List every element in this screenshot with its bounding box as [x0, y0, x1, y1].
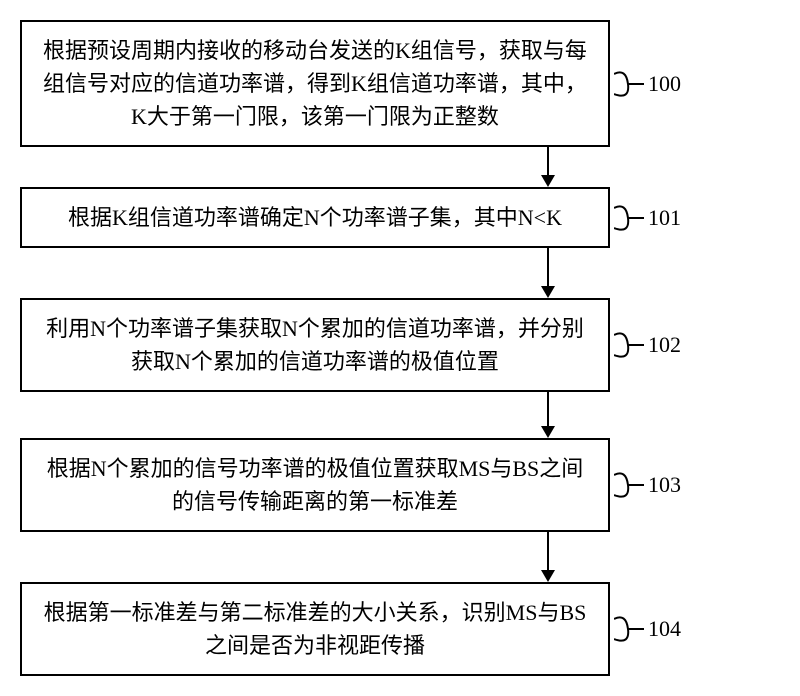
arrow-down-icon — [541, 392, 555, 438]
arrow-head — [541, 175, 555, 187]
arrow-line — [547, 392, 549, 426]
connector: 102 — [614, 327, 681, 363]
arrow-line — [547, 248, 549, 286]
arrow-head — [541, 426, 555, 438]
curve-icon — [614, 467, 644, 503]
step-label: 102 — [648, 332, 681, 358]
step-box: 根据预设周期内接收的移动台发送的K组信号，获取与每组信号对应的信道功率谱，得到K… — [20, 20, 610, 147]
arrow-down-icon — [541, 147, 555, 187]
arrow-down-icon — [541, 248, 555, 298]
curve-icon — [614, 200, 644, 236]
arrow-line — [547, 532, 549, 570]
connector: 100 — [614, 66, 681, 102]
step-row: 根据预设周期内接收的移动台发送的K组信号，获取与每组信号对应的信道功率谱，得到K… — [20, 20, 780, 147]
curve-icon — [614, 611, 644, 647]
flowchart-container: 根据预设周期内接收的移动台发送的K组信号，获取与每组信号对应的信道功率谱，得到K… — [20, 20, 780, 676]
arrow-head — [541, 570, 555, 582]
step-label: 101 — [648, 205, 681, 231]
arrow-head — [541, 286, 555, 298]
step-label: 100 — [648, 71, 681, 97]
step-box: 根据第一标准差与第二标准差的大小关系，识别MS与BS之间是否为非视距传播 — [20, 582, 610, 676]
step-row: 根据第一标准差与第二标准差的大小关系，识别MS与BS之间是否为非视距传播 104 — [20, 582, 780, 676]
arrow-down-icon — [541, 532, 555, 582]
step-row: 根据K组信道功率谱确定N个功率谱子集，其中N<K 101 — [20, 187, 780, 248]
step-row: 利用N个功率谱子集获取N个累加的信道功率谱，并分别获取N个累加的信道功率谱的极值… — [20, 298, 780, 392]
step-label: 103 — [648, 472, 681, 498]
arrow-line — [547, 147, 549, 175]
step-box: 根据N个累加的信号功率谱的极值位置获取MS与BS之间的信号传输距离的第一标准差 — [20, 438, 610, 532]
connector: 101 — [614, 200, 681, 236]
step-box: 利用N个功率谱子集获取N个累加的信道功率谱，并分别获取N个累加的信道功率谱的极值… — [20, 298, 610, 392]
step-row: 根据N个累加的信号功率谱的极值位置获取MS与BS之间的信号传输距离的第一标准差 1… — [20, 438, 780, 532]
connector: 104 — [614, 611, 681, 647]
step-box: 根据K组信道功率谱确定N个功率谱子集，其中N<K — [20, 187, 610, 248]
curve-icon — [614, 327, 644, 363]
step-label: 104 — [648, 616, 681, 642]
connector: 103 — [614, 467, 681, 503]
curve-icon — [614, 66, 644, 102]
